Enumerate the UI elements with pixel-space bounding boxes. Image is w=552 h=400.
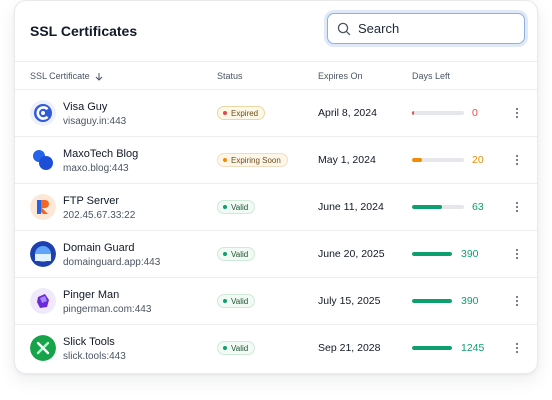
status-label: Expiring Soon (231, 155, 281, 165)
days-left-bar-fill (412, 205, 443, 209)
more-options-icon[interactable] (511, 341, 523, 355)
more-options-icon[interactable] (511, 200, 523, 214)
days-left-value: 390 (461, 248, 479, 260)
certificate-host: slick.tools:443 (63, 351, 126, 362)
column-header-certificate-label: SSL Certificate (30, 71, 90, 81)
column-header-expires[interactable]: Expires On (318, 71, 363, 81)
certificate-name: Slick Tools (63, 336, 115, 348)
certificate-name: Domain Guard (63, 242, 135, 254)
status-badge: Valid (217, 341, 256, 355)
table-body: Visa Guy visaguy.in:443 Expired April 8,… (15, 90, 537, 372)
search-box[interactable] (327, 13, 525, 44)
expires-on: July 15, 2025 (318, 295, 381, 307)
certificate-name: Visa Guy (63, 101, 108, 113)
days-left-value: 390 (461, 295, 479, 307)
status-dot (223, 252, 227, 256)
days-left-value: 63 (472, 201, 484, 213)
status-dot (223, 205, 227, 209)
certificate-host: 202.45.67.33:22 (63, 210, 136, 221)
maxotech-logo (30, 147, 56, 173)
table-row[interactable]: FTP Server 202.45.67.33:22 Valid June 11… (15, 184, 537, 231)
status-badge: Valid (217, 200, 256, 214)
pinger-man-logo (30, 288, 56, 314)
expires-on: May 1, 2024 (318, 154, 376, 166)
ssl-certificates-card: SSL Certificates SSL Certificate Status … (14, 0, 538, 374)
status-label: Valid (231, 249, 249, 259)
table-header: SSL Certificate Status Expires On Days L… (15, 62, 537, 90)
status-dot (223, 299, 227, 303)
expires-on: Sep 21, 2028 (318, 342, 381, 354)
status-badge: Expiring Soon (217, 153, 288, 167)
days-left-bar (412, 252, 452, 256)
table-row[interactable]: Slick Tools slick.tools:443 Valid Sep 21… (15, 325, 537, 372)
search-input[interactable] (358, 21, 508, 36)
status-label: Valid (231, 343, 249, 353)
days-left-bar (412, 158, 464, 162)
table-row[interactable]: MaxoTech Blog maxo.blog:443 Expiring Soo… (15, 137, 537, 184)
status-dot (223, 111, 227, 115)
certificate-host: pingerman.com:443 (63, 304, 152, 315)
expires-on: June 11, 2024 (318, 201, 384, 213)
days-left-value: 1245 (461, 342, 485, 354)
column-header-certificate[interactable]: SSL Certificate (30, 71, 103, 81)
status-label: Valid (231, 296, 249, 306)
certificate-name: MaxoTech Blog (63, 148, 139, 160)
days-left-bar (412, 205, 464, 209)
days-left-value: 20 (472, 154, 484, 166)
expires-on: June 20, 2025 (318, 248, 385, 260)
more-options-icon[interactable] (511, 153, 523, 167)
table-row[interactable]: Visa Guy visaguy.in:443 Expired April 8,… (15, 90, 537, 137)
days-left-bar-fill (412, 299, 452, 303)
days-left-value: 0 (472, 107, 478, 119)
certificate-host: maxo.blog:443 (63, 163, 129, 174)
days-left-bar-fill (412, 158, 423, 162)
visa-guy-logo (30, 100, 56, 126)
more-options-icon[interactable] (511, 247, 523, 261)
status-badge: Expired (217, 106, 266, 120)
days-left-bar (412, 111, 464, 115)
search-icon (337, 22, 351, 36)
column-header-status[interactable]: Status (217, 71, 243, 81)
status-dot (223, 158, 227, 162)
page-title: SSL Certificates (30, 23, 138, 39)
domain-guard-logo (30, 241, 56, 267)
column-header-days-left[interactable]: Days Left (412, 71, 451, 81)
slick-tools-logo (30, 335, 56, 361)
days-left-bar-fill (412, 252, 452, 256)
certificate-name: FTP Server (63, 195, 120, 207)
status-label: Valid (231, 202, 249, 212)
table-row[interactable]: Domain Guard domainguard.app:443 Valid J… (15, 231, 537, 278)
days-left-bar (412, 299, 452, 303)
certificate-host: visaguy.in:443 (63, 116, 127, 127)
certificate-host: domainguard.app:443 (63, 257, 161, 268)
status-dot (223, 346, 227, 350)
status-badge: Valid (217, 247, 256, 261)
table-row[interactable]: Pinger Man pingerman.com:443 Valid July … (15, 278, 537, 325)
ftp-server-logo (30, 194, 56, 220)
certificate-name: Pinger Man (63, 289, 120, 301)
expires-on: April 8, 2024 (318, 107, 377, 119)
days-left-bar-fill (412, 111, 414, 115)
card-header: SSL Certificates (15, 1, 537, 62)
status-label: Expired (231, 108, 259, 118)
status-badge: Valid (217, 294, 256, 308)
arrow-down-icon[interactable] (95, 72, 103, 81)
more-options-icon[interactable] (511, 294, 523, 308)
days-left-bar-fill (412, 346, 452, 350)
days-left-bar (412, 346, 452, 350)
more-options-icon[interactable] (511, 106, 523, 120)
